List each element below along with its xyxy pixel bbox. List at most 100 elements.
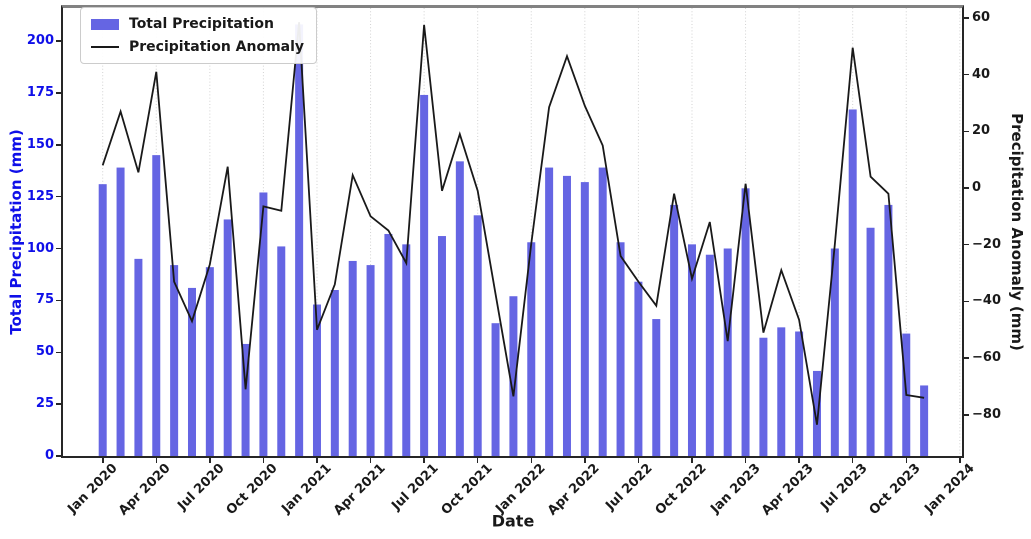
x-tick-label: Jan 2024 [921, 461, 978, 517]
plot-area [61, 5, 964, 458]
x-tick-label: Oct 2022 [652, 461, 710, 519]
bar [866, 227, 875, 456]
x-tick [316, 457, 318, 463]
y-tick-right [962, 130, 969, 133]
x-tick-label: Apr 2023 [759, 461, 817, 519]
bar [473, 215, 482, 456]
x-tick-label: Oct 2023 [866, 461, 924, 519]
bar [241, 343, 250, 456]
bar [170, 265, 179, 456]
bar [652, 319, 661, 456]
bar [741, 188, 750, 456]
bar [687, 244, 696, 456]
x-tick [530, 457, 532, 463]
bar [830, 248, 839, 456]
line-swatch-icon [91, 46, 119, 48]
x-tick [155, 457, 157, 463]
y-tick-right [962, 17, 969, 19]
y-tick-left [56, 247, 63, 250]
y-tick-label-right: 60 [972, 9, 991, 25]
bar [705, 254, 714, 456]
bar [598, 167, 607, 456]
bar [98, 184, 107, 456]
y-tick-label-right: −80 [972, 406, 1001, 422]
bar [330, 290, 339, 456]
y-tick-right [962, 243, 969, 246]
y-tick-label-left: 50 [35, 344, 54, 360]
bar [116, 167, 125, 456]
bar [491, 323, 500, 456]
bar [812, 370, 821, 456]
bar [420, 94, 429, 456]
x-axis-title: Date [491, 511, 535, 531]
x-tick [959, 457, 961, 463]
x-tick-label: Oct 2021 [438, 461, 496, 519]
y-tick-right [962, 73, 969, 76]
y-tick-label-right: 40 [972, 66, 991, 82]
bar [634, 281, 643, 456]
x-tick-label: Apr 2020 [116, 461, 174, 519]
x-tick-label: Jul 2022 [603, 461, 656, 514]
bar [509, 296, 518, 456]
x-tick-label: Jul 2020 [174, 461, 228, 514]
y-axis-right-title: Precipitation Anomaly (mm) [1008, 113, 1026, 351]
y-tick-label-right: −40 [972, 293, 1001, 309]
x-tick [476, 457, 479, 463]
bar [384, 233, 393, 456]
x-tick [369, 457, 372, 463]
y-tick-label-left: 200 [26, 33, 54, 48]
bar [527, 242, 536, 456]
bar [920, 385, 929, 456]
x-tick-label: Jan 2020 [64, 461, 121, 517]
bar [884, 204, 893, 456]
x-tick [851, 457, 854, 463]
y-tick-label-right: 0 [972, 180, 982, 195]
x-tick [102, 457, 104, 463]
y-tick-label-left: 75 [35, 292, 54, 308]
bar [205, 267, 214, 456]
bar [759, 337, 768, 456]
bar [562, 175, 571, 456]
bar [437, 236, 446, 456]
x-tick [423, 457, 425, 463]
bar [455, 161, 464, 456]
y-tick-label-left: 100 [26, 240, 54, 256]
bar-swatch-icon [91, 18, 119, 30]
legend-item-total-precipitation: Total Precipitation [91, 15, 304, 33]
x-tick-label: Jan 2022 [493, 461, 549, 517]
x-tick-label: Jul 2023 [817, 461, 871, 514]
bar [134, 258, 143, 456]
y-tick-right [962, 357, 969, 359]
y-tick-label-left: 0 [44, 448, 54, 463]
x-tick [798, 457, 800, 463]
bar [616, 242, 625, 456]
bar [277, 246, 286, 456]
y-tick-left [56, 144, 63, 146]
y-tick-left [56, 403, 63, 405]
bar [848, 109, 857, 456]
bar [777, 327, 786, 456]
x-tick [905, 457, 907, 463]
x-tick [262, 457, 265, 463]
bar [312, 304, 321, 456]
legend: Total Precipitation Precipitation Anomal… [80, 7, 318, 64]
y-tick-left [56, 455, 63, 457]
bar [545, 167, 554, 456]
bar [723, 248, 732, 456]
bar [187, 287, 196, 456]
y-tick-right [962, 300, 969, 303]
plot-canvas [98, 8, 961, 456]
x-tick [584, 457, 586, 463]
bar [580, 182, 589, 456]
legend-label: Total Precipitation [129, 16, 274, 32]
x-tick-label: Apr 2022 [544, 461, 603, 519]
y-tick-label-left: 25 [35, 396, 54, 412]
x-tick-label: Jan 2023 [707, 461, 764, 517]
y-tick-label-right: −60 [972, 350, 1001, 366]
y-tick-label-left: 150 [26, 136, 54, 152]
y-tick-left [56, 195, 63, 198]
y-tick-label-left: 175 [26, 84, 54, 100]
x-tick-label: Jul 2021 [389, 461, 442, 514]
bar [223, 219, 232, 456]
